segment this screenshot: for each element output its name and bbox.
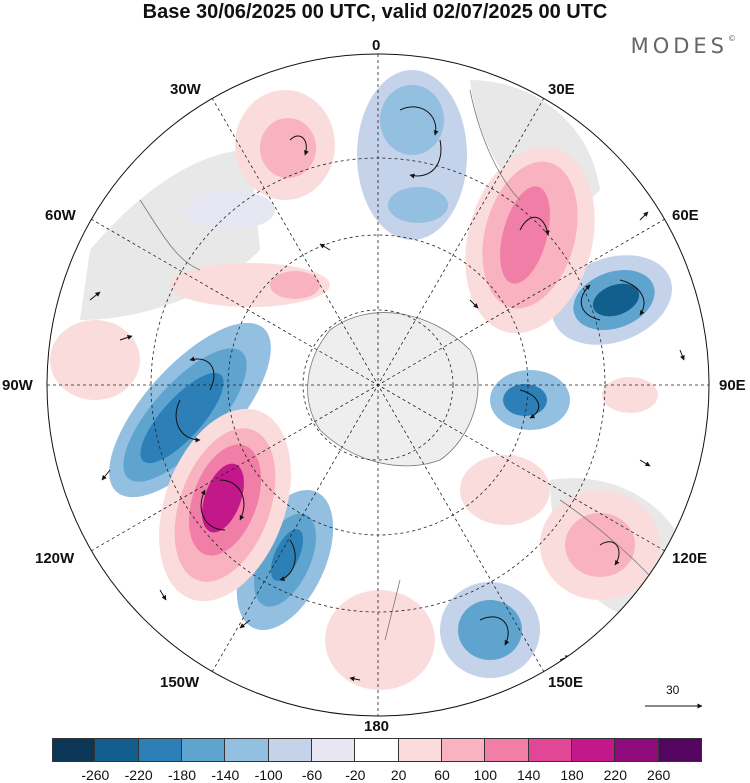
modes-logo: MODES© <box>631 34 736 58</box>
lon-label-180: 180 <box>364 718 390 735</box>
lon-label-90w: 90W <box>2 377 33 394</box>
colorbar-swatch <box>95 738 139 762</box>
wind-vectors <box>89 106 685 682</box>
colorbar-tick-label: 20 <box>390 767 407 783</box>
colorbar-tick-label: 60 <box>434 767 450 783</box>
colorbar-swatch <box>528 738 572 762</box>
colorbar-tick-label: -140 <box>211 767 240 783</box>
colorbar-swatch <box>398 738 442 762</box>
lon-label-150e: 150E <box>548 674 584 691</box>
colorbar-tick-label: 140 <box>516 767 541 783</box>
antarctica-landmass <box>307 312 479 467</box>
anomaly-field <box>47 54 709 716</box>
lon-label-60w: 60W <box>45 207 76 224</box>
colorbar <box>52 738 702 762</box>
positive-anomalies <box>50 90 660 690</box>
reference-vector-label: 30 <box>666 683 680 697</box>
colorbar-tick-label: -180 <box>167 767 197 783</box>
colorbar-swatch <box>572 738 616 762</box>
colorbar-swatch <box>355 738 399 762</box>
colorbar-swatch <box>268 738 312 762</box>
map-title: Base 30/06/2025 00 UTC, valid 02/07/2025… <box>142 1 608 23</box>
colorbar-tick-label: 100 <box>473 767 498 783</box>
colorbar-tick-label: 180 <box>560 767 584 783</box>
brand-copyright-mark: © <box>728 34 736 43</box>
colorbar-swatch <box>442 738 486 762</box>
colorbar-tick-label: 260 <box>646 767 671 783</box>
negative-anomalies <box>109 70 673 678</box>
colorbar-swatch <box>138 738 182 762</box>
coastlines <box>139 89 681 641</box>
colorbar-tick-label: -220 <box>124 767 153 783</box>
lon-label-0: 0 <box>372 37 381 54</box>
meridians <box>47 54 709 716</box>
colorbar-swatch <box>615 738 659 762</box>
colorbar-tick-label: -60 <box>301 767 323 783</box>
colorbar-swatch <box>225 738 269 762</box>
lon-label-30e: 30E <box>548 81 575 98</box>
colorbar-swatch <box>485 738 529 762</box>
colorbar-swatch <box>312 738 356 762</box>
lon-label-150w: 150W <box>160 674 200 691</box>
lon-label-120e: 120E <box>672 550 708 567</box>
lon-label-90e: 90E <box>719 377 746 394</box>
colorbar-tick-label: 220 <box>603 767 628 783</box>
colorbar-swatch <box>182 738 226 762</box>
lon-label-60e: 60E <box>672 207 699 224</box>
lon-label-120w: 120W <box>35 550 75 567</box>
colorbar-tick-label: -20 <box>345 767 366 783</box>
colorbar-tick-label: -260 <box>81 767 110 783</box>
colorbar-swatch <box>52 738 96 762</box>
lon-label-30w: 30W <box>170 81 201 98</box>
brand-text: MODES <box>630 34 728 58</box>
colorbar-tick-label: -100 <box>254 767 283 783</box>
colorbar-border <box>52 738 702 762</box>
